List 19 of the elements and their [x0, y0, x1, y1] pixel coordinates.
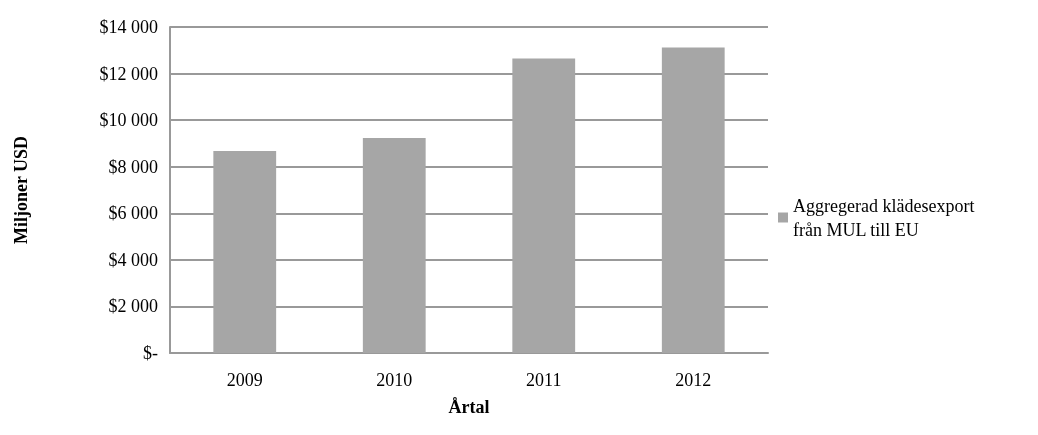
- x-tick-label: 2010: [376, 370, 413, 390]
- y-tick-label: $4 000: [108, 249, 158, 270]
- x-tick-label: 2012: [675, 370, 712, 390]
- legend-label: Aggregerad klädesexport från MUL till EU: [793, 195, 979, 240]
- bar: [213, 151, 277, 353]
- x-tick-label: 2011: [526, 370, 562, 390]
- y-tick-label: $6 000: [108, 203, 158, 224]
- y-tick-label: $2 000: [108, 296, 158, 317]
- y-tick-label: $10 000: [99, 110, 158, 131]
- bar: [362, 138, 426, 353]
- x-axis-title: Årtal: [448, 397, 490, 417]
- y-tick-label: $8 000: [108, 156, 158, 177]
- bar: [512, 58, 576, 353]
- x-tick-label: 2009: [226, 370, 263, 390]
- y-axis-title: Miljoner USD: [11, 135, 31, 245]
- bar: [661, 47, 725, 353]
- y-tick-label: $-: [143, 343, 158, 363]
- y-tick-label: $12 000: [99, 63, 158, 84]
- y-tick-label: $14 000: [99, 17, 158, 37]
